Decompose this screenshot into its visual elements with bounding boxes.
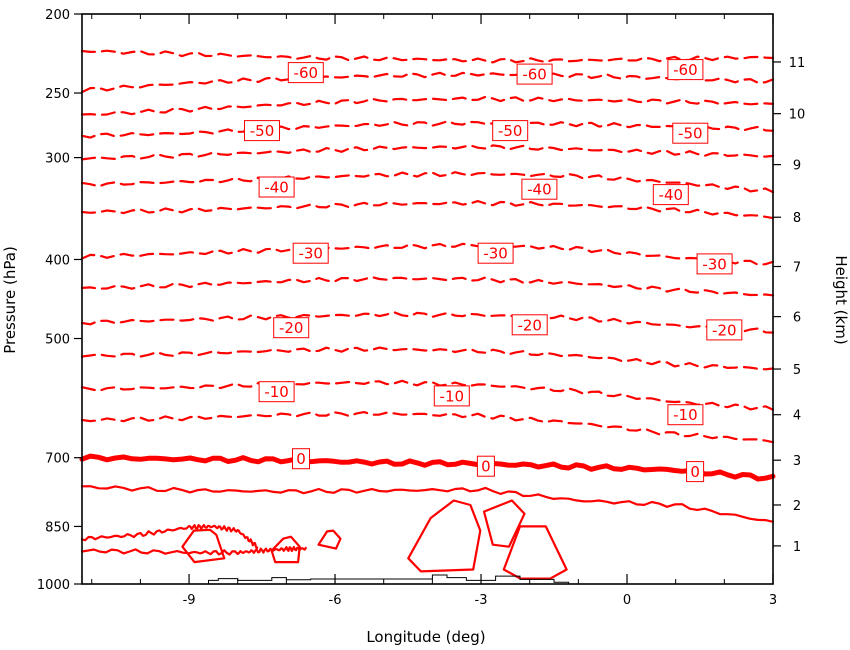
y2-tick-label: 4 [793,409,801,424]
contour-line [80,95,775,116]
y-axis-title: Pressure (hPa) [1,246,19,354]
x-tick-label: -3 [475,593,488,608]
contour-closed [502,525,568,580]
contour-line [80,144,775,161]
contour-label-box [273,317,310,339]
y2-tick-label: 10 [789,108,806,123]
y2-tick-label: 3 [793,454,801,469]
contour-closed [270,535,301,564]
contour-line [80,485,775,523]
contour-label: -40 [527,181,552,199]
x-tick-label: 3 [769,593,777,608]
contour-label: -40 [659,186,684,204]
axis-ticks: -9 -6 -3 0 320025030040050070085010001234567… [37,8,805,608]
y2-tick-label: 9 [793,159,801,174]
contour-label-box [292,448,310,470]
contour-label: -20 [517,316,542,334]
contour-line [79,453,776,482]
y2-tick-label: 11 [789,56,806,71]
contour-label-box [672,122,709,144]
contour-line [80,242,775,266]
y2-tick-label: 6 [793,311,801,326]
contour-label: -30 [298,245,323,263]
y-tick-label: 1000 [37,578,70,593]
contour-line [80,49,775,64]
contour-label-box [258,381,295,403]
contour-line [80,524,259,549]
contour-label: -50 [498,122,523,140]
contour-closed [317,529,342,550]
x-tick-label: 0 [623,593,631,608]
contour-label-box [476,455,495,477]
contour-label-box [492,120,529,142]
contour-label: -50 [250,122,275,140]
y-tick-label: 400 [45,253,70,268]
contour-line [80,71,775,94]
contour-label: -40 [264,179,289,197]
contour-label-box [258,176,295,198]
contour-label-box [652,184,689,206]
contour-line [80,171,775,194]
contour-closed [407,499,482,573]
contour-line [80,120,775,139]
contour-line [80,200,775,220]
contour-label-box [511,314,548,336]
terrain-outline [208,574,570,584]
contour-label: 0 [481,458,491,476]
contour-label: -10 [673,406,698,424]
contour-label: -60 [522,66,547,84]
y-tick-label: 250 [45,87,70,102]
y-tick-label: 300 [45,152,70,167]
contour-label-box [287,62,324,84]
contour-line [80,411,775,444]
y2-tick-label: 2 [793,499,801,514]
x-tick-label: -6 [329,593,342,608]
contour-label-box [686,461,705,483]
y2-tick-label: 1 [793,540,801,555]
y-tick-label: 850 [45,520,70,535]
contour-label-box [696,253,733,275]
contour-label-box [244,120,280,142]
contour-label: 0 [690,463,700,481]
contour-label-box [433,385,470,407]
x-axis-title: Longitude (deg) [366,628,485,646]
contour-label: -20 [712,321,737,339]
contour-label-box [667,404,704,426]
contour-label: -10 [440,387,465,405]
y-tick-label: 200 [45,8,70,23]
contour-label-box [477,242,514,264]
contour-label-box [521,178,558,200]
y2-axis-title: Height (km) [832,255,850,344]
contour-label: -60 [294,64,319,82]
contour-line [80,545,307,556]
y-tick-label: 500 [45,333,70,348]
terrain-line [208,574,570,584]
contour-closed [181,528,226,564]
contour-line [80,379,775,411]
plot-frame [81,13,774,585]
contour-label: -30 [702,255,727,273]
contour-label: -60 [673,61,698,79]
contour-line [80,275,775,297]
y2-tick-label: 8 [793,211,801,226]
contour-line [80,311,775,334]
contour-label-box [292,242,329,264]
contour-label: -50 [678,125,703,143]
x-tick-label: -9 [183,593,196,608]
contour-label: -10 [264,383,289,401]
contour-label: -20 [279,319,304,337]
y2-tick-label: 5 [793,363,801,378]
contour-label: -30 [483,245,508,263]
contour-lines [79,49,776,580]
contour-line [80,346,775,371]
contour-closed [482,499,526,548]
y-tick-label: 700 [45,452,70,467]
contour-label-box [667,59,704,81]
contour-label-box [706,319,743,341]
y2-tick-label: 7 [793,260,801,275]
contour-label-box [516,63,553,85]
contour-label: 0 [296,450,306,468]
contour-labels: -60 -60 -60 -50 -50 -50 -40 -40 -40 -30 -30 -30 -20 -… [244,59,743,483]
